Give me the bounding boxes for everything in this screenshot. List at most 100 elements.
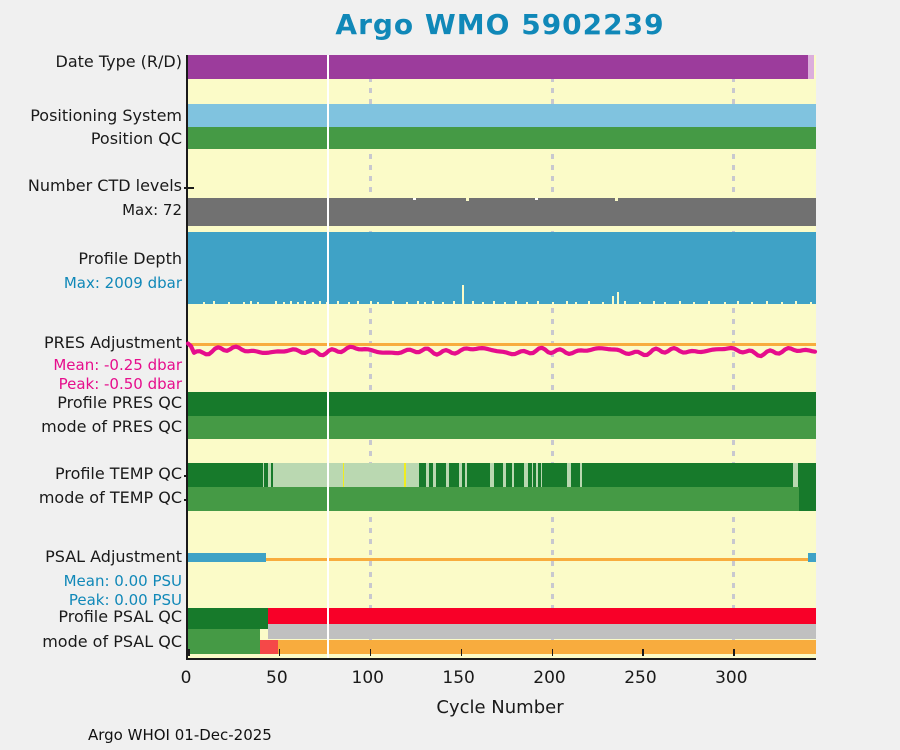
x-tick-label: 100	[351, 668, 384, 688]
depth-notch	[311, 302, 314, 304]
depth-notch	[377, 302, 380, 304]
depth-notch	[462, 285, 465, 304]
depth-notch	[242, 302, 245, 304]
profile-temp-qc-bar-segment	[404, 463, 407, 487]
profile-temp-qc-bar-segment	[465, 463, 467, 487]
x-tick	[551, 649, 554, 656]
depth-notch	[337, 301, 340, 304]
profile-temp-qc-bar-segment	[793, 463, 798, 487]
row-label: Date Type (R/D)	[55, 52, 182, 71]
depth-notch	[693, 302, 696, 304]
row-label: Number CTD levels	[27, 176, 182, 195]
depth-notch	[638, 302, 641, 304]
depth-notch	[616, 292, 619, 304]
depth-notch	[724, 302, 727, 304]
depth-notch	[442, 302, 445, 304]
date-type-bar-segment	[807, 55, 815, 79]
x-tick	[642, 649, 644, 656]
mode-psal-qc-bar-segment	[277, 640, 816, 654]
profile-temp-qc-bar-segment	[446, 463, 449, 487]
row-label: PRES Adjustment	[44, 333, 182, 352]
row-label: Profile TEMP QC	[54, 464, 182, 483]
depth-notch	[369, 301, 372, 304]
psal-adj-line-segment	[266, 558, 808, 561]
depth-notch	[751, 302, 754, 304]
x-tick-label: 300	[715, 668, 748, 688]
depth-notch	[736, 301, 739, 304]
profile-temp-qc-bar-segment	[267, 463, 271, 487]
page-title: Argo WMO 5902239	[335, 8, 665, 41]
depth-notch	[297, 302, 300, 304]
depth-notch	[515, 301, 518, 304]
depth-notch	[213, 301, 216, 304]
depth-notch	[551, 302, 554, 304]
depth-notch	[536, 301, 539, 304]
depth-notch	[471, 301, 474, 304]
row-label: Peak: 0.00 PSU	[68, 591, 182, 609]
psal-adj-bar-segment	[807, 553, 816, 562]
depth-notch	[357, 301, 360, 304]
depth-notch	[624, 301, 627, 304]
number-ctd-levels-bar-segment	[188, 198, 816, 226]
ctd-notch	[413, 198, 416, 200]
profile-temp-qc-bar-segment	[262, 463, 265, 487]
depth-notch	[417, 301, 420, 304]
depth-notch	[282, 302, 285, 304]
row-label: Peak: -0.50 dbar	[58, 375, 182, 393]
depth-notch	[795, 301, 798, 304]
depth-notch	[664, 302, 667, 304]
x-tick-label: 0	[180, 668, 192, 688]
row-label: Profile Depth	[78, 249, 182, 268]
profile-temp-qc-bar-segment	[511, 463, 515, 487]
profile-temp-qc-bar-segment	[566, 463, 571, 487]
depth-notch	[289, 301, 292, 304]
depth-notch	[249, 301, 252, 304]
depth-notch	[809, 302, 812, 304]
ctd-notch	[466, 198, 469, 201]
depth-notch	[566, 301, 569, 304]
row-label: PSAL Adjustment	[45, 547, 182, 566]
depth-notch	[202, 302, 205, 304]
row-label: Profile PRES QC	[57, 393, 182, 412]
y-tick	[184, 475, 188, 477]
ctd-notch	[615, 198, 618, 201]
profile-temp-qc-bar-segment	[489, 463, 495, 487]
profile-psal-qc-bar-segment	[267, 607, 816, 624]
depth-notch	[482, 302, 485, 304]
depth-notch	[780, 302, 783, 304]
row-label: mode of TEMP QC	[38, 488, 182, 507]
profile-temp-qc-bar-segment	[426, 463, 429, 487]
x-tick-label: 250	[624, 668, 657, 688]
ctd-notch	[535, 198, 538, 200]
gridline	[550, 55, 554, 658]
row-label: Max: 72	[122, 201, 182, 219]
psal-adj-bar-segment	[188, 553, 267, 562]
gridline	[368, 55, 372, 658]
gridline	[732, 55, 736, 658]
date-type-bar-segment	[188, 55, 808, 79]
depth-notch	[406, 302, 409, 304]
mode-psal-qc-flag-segment	[188, 628, 260, 654]
depth-notch	[493, 301, 496, 304]
profile-temp-qc-bar-segment	[524, 463, 528, 487]
row-label: Max: 2009 dbar	[63, 274, 182, 292]
depth-notch	[678, 301, 681, 304]
depth-notch	[587, 301, 590, 304]
depth-notch	[431, 301, 434, 304]
profile-temp-qc-bar-segment	[433, 463, 437, 487]
positioning-system-bar-segment	[188, 104, 816, 127]
mode-temp-qc-bar-segment	[188, 487, 816, 511]
row-label: Positioning System	[30, 106, 182, 125]
event-line	[326, 55, 330, 658]
profile-temp-qc-bar-segment	[503, 463, 507, 487]
depth-notch	[227, 302, 230, 304]
profile-temp-qc-bar-segment	[579, 463, 583, 487]
profile-depth-bar-segment	[188, 232, 816, 304]
x-tick	[369, 649, 372, 656]
row-label: Position QC	[90, 129, 182, 148]
profile-temp-qc-bar-segment	[342, 463, 345, 487]
row-label: Profile PSAL QC	[58, 607, 182, 626]
depth-notch	[391, 301, 394, 304]
x-tick	[460, 649, 463, 656]
